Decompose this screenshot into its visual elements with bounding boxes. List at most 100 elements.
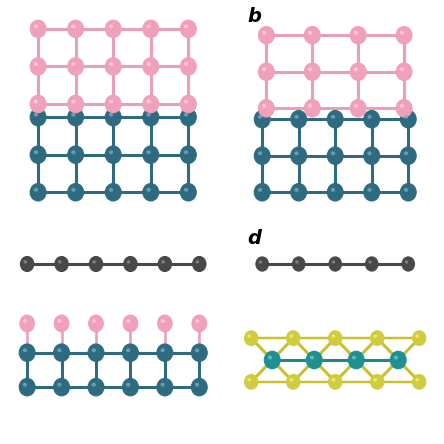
Ellipse shape — [23, 348, 27, 352]
Ellipse shape — [89, 315, 103, 332]
Ellipse shape — [264, 351, 280, 369]
Ellipse shape — [291, 111, 307, 128]
Ellipse shape — [157, 378, 173, 396]
Ellipse shape — [184, 188, 188, 192]
Ellipse shape — [404, 151, 408, 155]
Ellipse shape — [354, 67, 358, 71]
Ellipse shape — [143, 108, 159, 126]
Ellipse shape — [289, 334, 293, 338]
Ellipse shape — [91, 348, 96, 352]
Ellipse shape — [354, 31, 358, 35]
Ellipse shape — [126, 348, 131, 352]
Ellipse shape — [286, 374, 300, 389]
Ellipse shape — [30, 58, 46, 75]
Ellipse shape — [68, 146, 83, 163]
Ellipse shape — [19, 378, 35, 396]
Ellipse shape — [161, 260, 165, 264]
Ellipse shape — [396, 99, 412, 117]
Ellipse shape — [373, 334, 377, 338]
Ellipse shape — [34, 150, 38, 154]
Ellipse shape — [348, 351, 364, 369]
Ellipse shape — [259, 261, 262, 264]
Ellipse shape — [371, 331, 384, 345]
Ellipse shape — [367, 188, 372, 192]
Ellipse shape — [332, 378, 335, 381]
Ellipse shape — [105, 108, 121, 126]
Ellipse shape — [396, 63, 412, 80]
Ellipse shape — [350, 63, 366, 80]
Ellipse shape — [329, 374, 342, 389]
Ellipse shape — [371, 374, 384, 389]
Ellipse shape — [192, 315, 206, 332]
Ellipse shape — [402, 257, 415, 271]
Ellipse shape — [304, 63, 320, 80]
Ellipse shape — [123, 315, 138, 332]
Text: b: b — [248, 7, 262, 25]
Ellipse shape — [258, 27, 274, 44]
Ellipse shape — [306, 351, 322, 369]
Ellipse shape — [71, 150, 75, 154]
Ellipse shape — [327, 147, 343, 164]
Ellipse shape — [143, 183, 159, 201]
Ellipse shape — [24, 260, 27, 264]
Ellipse shape — [331, 188, 335, 192]
Ellipse shape — [54, 378, 70, 396]
Text: d: d — [248, 229, 262, 247]
Ellipse shape — [91, 383, 96, 387]
Ellipse shape — [367, 151, 372, 155]
Ellipse shape — [105, 146, 121, 163]
Ellipse shape — [304, 99, 320, 117]
Ellipse shape — [332, 334, 335, 338]
Ellipse shape — [254, 111, 270, 128]
Ellipse shape — [147, 62, 151, 66]
Ellipse shape — [258, 115, 262, 119]
Ellipse shape — [30, 108, 46, 126]
Ellipse shape — [109, 99, 113, 103]
Ellipse shape — [327, 183, 343, 201]
Ellipse shape — [30, 183, 46, 201]
Ellipse shape — [109, 188, 113, 192]
Ellipse shape — [20, 315, 35, 332]
Ellipse shape — [364, 147, 380, 164]
Ellipse shape — [191, 344, 207, 361]
Ellipse shape — [247, 378, 251, 381]
Ellipse shape — [258, 188, 262, 192]
Ellipse shape — [126, 383, 131, 387]
Ellipse shape — [124, 257, 137, 272]
Ellipse shape — [123, 344, 139, 361]
Ellipse shape — [109, 62, 113, 66]
Ellipse shape — [184, 62, 188, 66]
Ellipse shape — [247, 334, 251, 338]
Ellipse shape — [71, 113, 75, 117]
Ellipse shape — [350, 27, 366, 44]
Ellipse shape — [191, 378, 207, 396]
Ellipse shape — [71, 62, 75, 66]
Ellipse shape — [294, 188, 299, 192]
Ellipse shape — [55, 257, 68, 272]
Ellipse shape — [293, 257, 305, 271]
Ellipse shape — [123, 378, 139, 396]
Ellipse shape — [262, 104, 266, 108]
Ellipse shape — [412, 331, 426, 345]
Ellipse shape — [54, 315, 69, 332]
Ellipse shape — [88, 378, 104, 396]
Ellipse shape — [184, 150, 188, 154]
Ellipse shape — [294, 115, 299, 119]
Ellipse shape — [19, 344, 35, 361]
Ellipse shape — [143, 95, 159, 113]
Ellipse shape — [68, 95, 83, 113]
Ellipse shape — [58, 319, 62, 323]
Ellipse shape — [291, 147, 307, 164]
Ellipse shape — [262, 31, 266, 35]
Ellipse shape — [109, 150, 113, 154]
Ellipse shape — [364, 183, 380, 201]
Ellipse shape — [308, 31, 312, 35]
Ellipse shape — [268, 356, 272, 360]
Ellipse shape — [327, 111, 343, 128]
Ellipse shape — [364, 111, 380, 128]
Ellipse shape — [180, 95, 196, 113]
Ellipse shape — [195, 319, 199, 323]
Ellipse shape — [329, 331, 342, 345]
Ellipse shape — [295, 261, 299, 264]
Ellipse shape — [416, 334, 419, 338]
